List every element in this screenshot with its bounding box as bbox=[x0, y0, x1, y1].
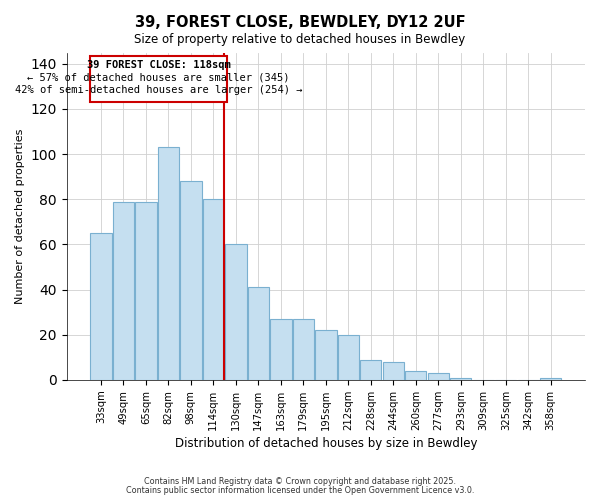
Bar bbox=[450, 378, 472, 380]
Bar bbox=[405, 371, 427, 380]
X-axis label: Distribution of detached houses by size in Bewdley: Distribution of detached houses by size … bbox=[175, 437, 477, 450]
Bar bbox=[270, 319, 292, 380]
Bar bbox=[158, 148, 179, 380]
Bar bbox=[203, 200, 224, 380]
Bar bbox=[248, 288, 269, 380]
Text: ← 57% of detached houses are smaller (345): ← 57% of detached houses are smaller (34… bbox=[27, 72, 290, 83]
Text: Contains public sector information licensed under the Open Government Licence v3: Contains public sector information licen… bbox=[126, 486, 474, 495]
Bar bbox=[360, 360, 382, 380]
FancyBboxPatch shape bbox=[90, 56, 227, 102]
Bar bbox=[293, 319, 314, 380]
Text: 39, FOREST CLOSE, BEWDLEY, DY12 2UF: 39, FOREST CLOSE, BEWDLEY, DY12 2UF bbox=[134, 15, 466, 30]
Text: Size of property relative to detached houses in Bewdley: Size of property relative to detached ho… bbox=[134, 32, 466, 46]
Text: 39 FOREST CLOSE: 118sqm: 39 FOREST CLOSE: 118sqm bbox=[86, 60, 230, 70]
Text: Contains HM Land Registry data © Crown copyright and database right 2025.: Contains HM Land Registry data © Crown c… bbox=[144, 477, 456, 486]
Bar bbox=[428, 373, 449, 380]
Text: 42% of semi-detached houses are larger (254) →: 42% of semi-detached houses are larger (… bbox=[15, 85, 302, 95]
Bar bbox=[225, 244, 247, 380]
Bar bbox=[180, 181, 202, 380]
Bar bbox=[90, 233, 112, 380]
Bar bbox=[113, 202, 134, 380]
Bar bbox=[338, 335, 359, 380]
Y-axis label: Number of detached properties: Number of detached properties bbox=[15, 128, 25, 304]
Bar bbox=[315, 330, 337, 380]
Bar bbox=[540, 378, 562, 380]
Bar bbox=[135, 202, 157, 380]
Bar bbox=[383, 362, 404, 380]
